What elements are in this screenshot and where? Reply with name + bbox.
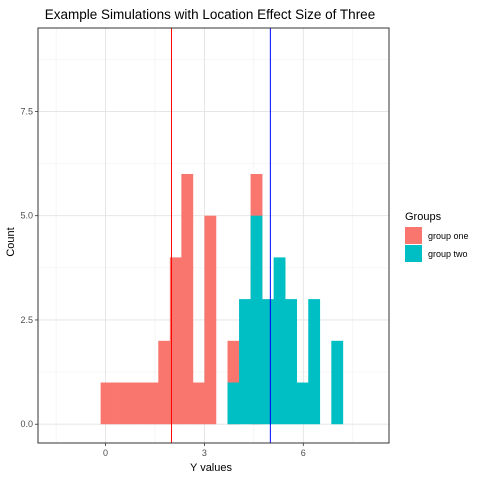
x-tick-label: 3 (202, 448, 207, 458)
bar-group-one (227, 340, 240, 425)
bar-group-two (296, 382, 309, 425)
chart-title: Example Simulations with Location Effect… (45, 7, 375, 22)
y-tick-label: 0.0 (20, 419, 33, 429)
bar-group-two (239, 299, 251, 425)
bar-group-one (158, 340, 171, 425)
bar-group-two (308, 299, 321, 425)
plot-border (37, 27, 390, 444)
bar-group-one (204, 215, 217, 425)
legend-label: group one (428, 231, 469, 241)
bar-group-one (192, 382, 205, 425)
legend-key-group-two (405, 245, 422, 262)
bar-group-two (273, 257, 286, 425)
bar-group-two (227, 382, 240, 425)
bar-group-two (285, 299, 298, 425)
y-axis: 0.0 2.5 5.0 7.5 (20, 106, 38, 429)
bar-group-two (331, 340, 344, 425)
bar-group-two (262, 299, 274, 425)
y-tick-label: 2.5 (20, 315, 33, 325)
legend-title: Groups (405, 211, 442, 223)
bar-group-one (123, 382, 136, 425)
bar-group-one (181, 173, 194, 425)
y-axis-title: Count (5, 227, 17, 256)
legend-key-group-one (405, 227, 422, 244)
mean-lines (170, 28, 271, 443)
x-axis: 0 3 6 (103, 443, 306, 458)
bar-group-one (100, 382, 113, 425)
y-tick-label: 5.0 (20, 211, 33, 221)
bar-group-one (169, 257, 182, 425)
bar-group-two (250, 215, 263, 425)
x-tick-label: 6 (301, 448, 306, 458)
x-axis-title: Y values (190, 462, 232, 474)
y-tick-label: 7.5 (20, 106, 33, 116)
legend-label: group two (428, 249, 468, 259)
bar-group-one (112, 382, 124, 425)
x-tick-label: 0 (103, 448, 108, 458)
bar-group-one (135, 382, 148, 425)
legend: Groups group one group two (405, 211, 469, 262)
bar-group-one (146, 382, 159, 425)
histogram-bars (100, 173, 344, 425)
